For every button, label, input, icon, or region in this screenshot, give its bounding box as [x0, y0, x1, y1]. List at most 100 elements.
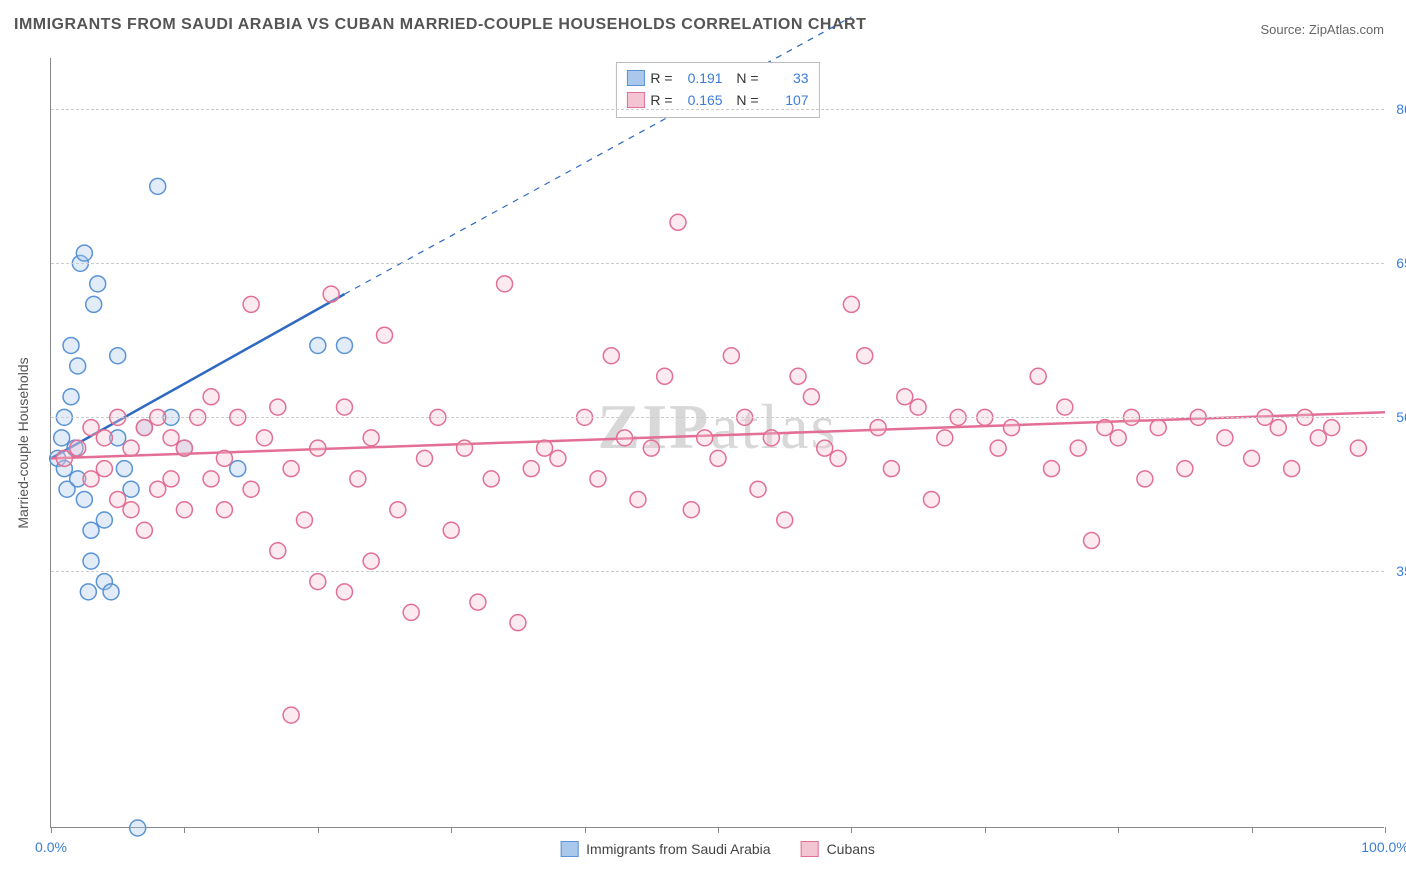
point-cubans: [70, 440, 86, 456]
point-cubans: [1044, 461, 1060, 477]
x-tick: [1385, 827, 1386, 833]
legend-item: Immigrants from Saudi Arabia: [560, 841, 770, 857]
x-tick: [585, 827, 586, 833]
point-cubans: [310, 574, 326, 590]
point-cubans: [56, 450, 72, 466]
point-cubans: [723, 348, 739, 364]
gridline: [51, 417, 1384, 418]
point-cubans: [817, 440, 833, 456]
point-cubans: [590, 471, 606, 487]
point-saudi: [76, 491, 92, 507]
point-cubans: [483, 471, 499, 487]
n-value-saudi: 33: [765, 67, 809, 89]
point-cubans: [470, 594, 486, 610]
point-cubans: [1284, 461, 1300, 477]
r-label: R =: [650, 67, 672, 89]
point-saudi: [70, 358, 86, 374]
x-tick: [184, 827, 185, 833]
point-cubans: [403, 604, 419, 620]
point-cubans: [643, 440, 659, 456]
n-value-cubans: 107: [765, 89, 809, 111]
x-tick-label: 100.0%: [1361, 839, 1406, 855]
legend-swatch: [801, 841, 819, 857]
x-tick: [1118, 827, 1119, 833]
point-cubans: [523, 461, 539, 477]
point-cubans: [883, 461, 899, 477]
point-saudi: [150, 178, 166, 194]
chart-title: IMMIGRANTS FROM SAUDI ARABIA VS CUBAN MA…: [14, 16, 866, 34]
legend-label: Immigrants from Saudi Arabia: [586, 841, 770, 857]
point-cubans: [1217, 430, 1233, 446]
point-cubans: [377, 327, 393, 343]
point-cubans: [750, 481, 766, 497]
x-tick: [51, 827, 52, 833]
swatch-cubans: [626, 92, 644, 108]
point-cubans: [1057, 399, 1073, 415]
y-tick-label: 50.0%: [1396, 409, 1406, 425]
x-tick: [451, 827, 452, 833]
point-cubans: [336, 584, 352, 600]
legend-item: Cubans: [801, 841, 875, 857]
point-cubans: [110, 491, 126, 507]
stats-row-saudi: R =0.191 N =33: [626, 67, 808, 89]
point-cubans: [203, 471, 219, 487]
point-cubans: [683, 502, 699, 518]
point-cubans: [123, 502, 139, 518]
point-cubans: [443, 522, 459, 538]
point-cubans: [283, 707, 299, 723]
point-cubans: [1244, 450, 1260, 466]
point-cubans: [1030, 368, 1046, 384]
point-cubans: [1110, 430, 1126, 446]
point-saudi: [230, 461, 246, 477]
point-cubans: [1270, 420, 1286, 436]
point-cubans: [216, 450, 232, 466]
point-cubans: [270, 399, 286, 415]
x-tick: [851, 827, 852, 833]
point-cubans: [790, 368, 806, 384]
point-cubans: [390, 502, 406, 518]
point-saudi: [110, 348, 126, 364]
point-cubans: [363, 553, 379, 569]
point-cubans: [897, 389, 913, 405]
point-saudi: [103, 584, 119, 600]
point-cubans: [510, 615, 526, 631]
point-cubans: [923, 491, 939, 507]
point-saudi: [310, 337, 326, 353]
point-cubans: [363, 430, 379, 446]
legend-label: Cubans: [827, 841, 875, 857]
point-cubans: [1084, 533, 1100, 549]
n-label: N =: [729, 89, 759, 111]
point-cubans: [1324, 420, 1340, 436]
point-saudi: [54, 430, 70, 446]
point-cubans: [163, 471, 179, 487]
point-cubans: [537, 440, 553, 456]
point-cubans: [96, 461, 112, 477]
source-label: Source: ZipAtlas.com: [1260, 22, 1384, 37]
n-label: N =: [729, 67, 759, 89]
legend-swatch: [560, 841, 578, 857]
point-cubans: [136, 420, 152, 436]
point-cubans: [1137, 471, 1153, 487]
point-cubans: [270, 543, 286, 559]
stats-row-cubans: R = 0.165 N = 107: [626, 89, 808, 111]
point-cubans: [937, 430, 953, 446]
point-cubans: [550, 450, 566, 466]
point-cubans: [163, 430, 179, 446]
point-cubans: [1177, 461, 1193, 477]
y-tick-label: 65.0%: [1396, 255, 1406, 271]
point-cubans: [243, 296, 259, 312]
gridline: [51, 571, 1384, 572]
point-cubans: [123, 440, 139, 456]
r-value-cubans: 0.165: [679, 89, 723, 111]
y-tick-label: 80.0%: [1396, 101, 1406, 117]
x-tick: [718, 827, 719, 833]
r-label: R =: [650, 89, 672, 111]
point-cubans: [603, 348, 619, 364]
point-cubans: [176, 502, 192, 518]
point-cubans: [296, 512, 312, 528]
point-cubans: [990, 440, 1006, 456]
point-cubans: [203, 389, 219, 405]
scatter-svg: [51, 58, 1384, 827]
point-cubans: [497, 276, 513, 292]
point-cubans: [803, 389, 819, 405]
